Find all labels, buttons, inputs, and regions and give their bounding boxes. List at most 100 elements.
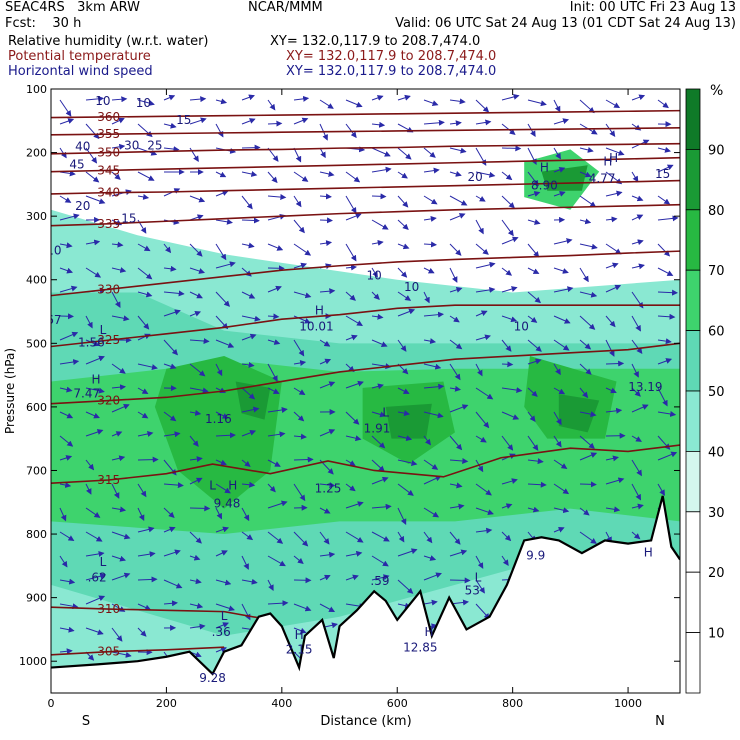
wind-arrow (267, 243, 284, 251)
wind-arrow (501, 411, 520, 420)
wind-arrow (501, 195, 515, 209)
wind-arrow (85, 387, 105, 394)
wind-arrow (111, 315, 130, 322)
wind-arrow (605, 407, 623, 414)
wind-arrow (579, 507, 590, 516)
colorbar-label: 30 (708, 506, 725, 521)
wind-arrow (345, 171, 361, 183)
wind-arrow (631, 459, 642, 477)
x-tick-label: 800 (502, 697, 523, 710)
wind-arrow (501, 315, 518, 323)
wind-arrow (267, 120, 283, 127)
theta-label: 340 (97, 186, 120, 200)
wind-arrow (59, 411, 74, 419)
rh-extremum-label: 1.56 (78, 335, 105, 349)
wind-arrow (293, 219, 305, 234)
wind-arrow (215, 98, 228, 105)
wind-arrow (397, 219, 409, 230)
wind-arrow (475, 603, 491, 620)
wind-arrow (293, 387, 306, 396)
wind-arrow (215, 603, 235, 612)
wind-arrow (423, 99, 439, 106)
wind-arrow (501, 478, 518, 485)
wind-arrow (111, 117, 125, 125)
wind-arrow (293, 411, 305, 422)
colorbar-label: 90 (708, 143, 725, 158)
wind-arrow (241, 315, 261, 322)
theta-label: 305 (97, 645, 120, 659)
wind-arrow (449, 404, 469, 413)
wind-arrow (631, 339, 643, 355)
wind-arrow (475, 387, 494, 400)
wind-arrow (111, 171, 121, 180)
wind-arrow (111, 555, 126, 562)
field-xy-rh: XY= 132.0,117.9 to 208.7,474.0 (270, 34, 481, 49)
wind-arrow (241, 242, 255, 249)
wind-arrow (657, 338, 672, 345)
wind-arrow (475, 243, 489, 255)
wind-arrow (475, 261, 496, 269)
wind-arrow (501, 387, 523, 394)
wind-arrow (241, 578, 258, 585)
x-tick-label: 600 (387, 697, 408, 710)
wind-arrow (319, 288, 336, 295)
x-tick-label: 400 (271, 697, 292, 710)
wind-arrow (59, 507, 67, 522)
wind-arrow (631, 195, 644, 202)
wind-arrow (189, 623, 206, 630)
wind-arrow (527, 481, 547, 488)
wind-arrow (527, 458, 544, 465)
wind-arrow (501, 219, 514, 237)
wind-arrow (137, 456, 159, 463)
wind-arrow (85, 171, 100, 183)
wind-arrow (215, 261, 236, 269)
wind-arrow (579, 452, 598, 461)
wind-arrow (371, 476, 389, 485)
theta-contour-360 (51, 109, 680, 119)
wind-arrow (475, 286, 496, 293)
colorbar-segment (685, 450, 701, 513)
rh-extremum-label: 53 (465, 583, 480, 597)
wind-arrow (163, 579, 183, 589)
rh-extremum-label: 12.85 (403, 641, 437, 655)
wind-arrow (215, 291, 231, 307)
wind-arrow (215, 483, 231, 494)
wind-arrow (527, 411, 536, 422)
field-xy-theta: XY= 132.0,117.9 to 208.7,474.0 (286, 49, 497, 64)
rh-extremum-label: .62 (88, 571, 107, 585)
wind-arrow (163, 363, 177, 370)
wind-arrow (241, 291, 256, 299)
wind-arrow (345, 380, 364, 389)
rh-extremum-label: .36 (212, 625, 231, 639)
wind-arrow (579, 243, 598, 250)
wind-arrow (475, 363, 483, 377)
wind-arrow (85, 550, 105, 557)
colorbar-label: 40 (708, 445, 725, 460)
wind-arrow (449, 385, 462, 392)
wind-arrow (371, 121, 386, 128)
wind-arrow (189, 243, 203, 257)
wind-arrow (267, 483, 276, 493)
wind-arrow (371, 95, 384, 101)
wind-arrow (449, 147, 467, 154)
wind-arrow (527, 435, 539, 451)
wind-arrow (553, 238, 573, 245)
wind-arrow (345, 531, 364, 543)
wind-arrow (111, 431, 123, 437)
wind-arrow (137, 315, 150, 330)
wind-arrow (397, 435, 413, 442)
wind-arrow (189, 96, 207, 103)
wind-arrow (189, 435, 199, 447)
wind-arrow (475, 555, 484, 569)
colorbar-label: 10 (708, 627, 725, 642)
wind-arrow (423, 363, 442, 370)
wind-arrow (449, 195, 468, 206)
wind-arrow (553, 167, 566, 173)
wind-arrow (137, 603, 152, 611)
wind-arrow (631, 239, 644, 246)
wind-arrow (657, 387, 668, 407)
rh-extremum-label: 13.19 (628, 380, 662, 394)
wind-arrow (371, 193, 387, 200)
wind-arrow (423, 167, 440, 174)
